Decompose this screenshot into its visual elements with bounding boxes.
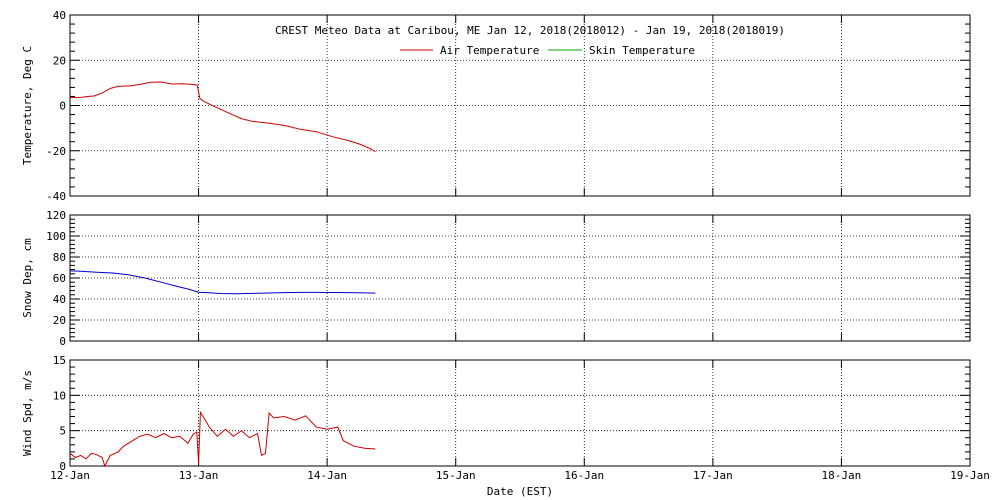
- y-tick-label: -40: [46, 190, 66, 203]
- x-tick-label: 17-Jan: [693, 469, 733, 482]
- y-tick-label: 20: [53, 314, 66, 327]
- panel-1: 0 20 40 60 80 100 120 Snow Dep, cm: [21, 209, 971, 348]
- x-tick-label: 18-Jan: [822, 469, 862, 482]
- chart-title: CREST Meteo Data at Caribou, ME Jan 12, …: [275, 24, 785, 37]
- x-tick-label: 13-Jan: [179, 469, 219, 482]
- x-tick-label: 14-Jan: [307, 469, 347, 482]
- y-axis-label: Wind Spd, m/s: [21, 370, 34, 456]
- y-axis-label: Temperature, Deg C: [21, 46, 34, 165]
- x-tick-label: 12-Jan: [50, 469, 90, 482]
- series-line-2-0: [69, 410, 376, 468]
- series-line-0-0: [69, 81, 376, 153]
- x-axis-label: Date (EST): [487, 485, 553, 498]
- x-tick-label: 16-Jan: [564, 469, 604, 482]
- series-line-1-0: [69, 270, 376, 295]
- y-tick-label: 40: [53, 9, 66, 22]
- y-tick-label: 0: [59, 100, 66, 113]
- y-tick-label: 20: [53, 54, 66, 67]
- y-tick-label: -20: [46, 145, 66, 158]
- panel-2: 0 5 10 15 Wind Spd, m/s: [21, 354, 971, 473]
- y-tick-label: 80: [53, 251, 66, 264]
- y-tick-label: 0: [59, 460, 66, 473]
- chart-panels: -40 -20 0 20 40 Temperature, Deg C 0 20 40 60 80 10…: [21, 9, 971, 473]
- plot-frame: [69, 214, 971, 342]
- plot-frame: [69, 359, 971, 467]
- y-tick-label: 100: [46, 230, 66, 243]
- legend-label-air-temperature: Air Temperature: [440, 44, 539, 57]
- y-tick-label: 5: [59, 425, 66, 438]
- y-axis-label: Snow Dep, cm: [21, 238, 34, 318]
- plot-frame: [69, 14, 971, 197]
- y-tick-label: 10: [53, 389, 66, 402]
- x-tick-label: 15-Jan: [436, 469, 476, 482]
- y-tick-label: 15: [53, 354, 66, 367]
- y-tick-label: 40: [53, 293, 66, 306]
- y-tick-label: 60: [53, 272, 66, 285]
- legend: Air Temperature Skin Temperature: [400, 44, 695, 57]
- y-tick-label: 120: [46, 209, 66, 222]
- y-tick-label: 0: [59, 335, 66, 348]
- legend-label-skin-temperature: Skin Temperature: [589, 44, 695, 57]
- x-tick-label: 19-Jan: [950, 469, 990, 482]
- panel-0: -40 -20 0 20 40 Temperature, Deg C: [21, 9, 971, 203]
